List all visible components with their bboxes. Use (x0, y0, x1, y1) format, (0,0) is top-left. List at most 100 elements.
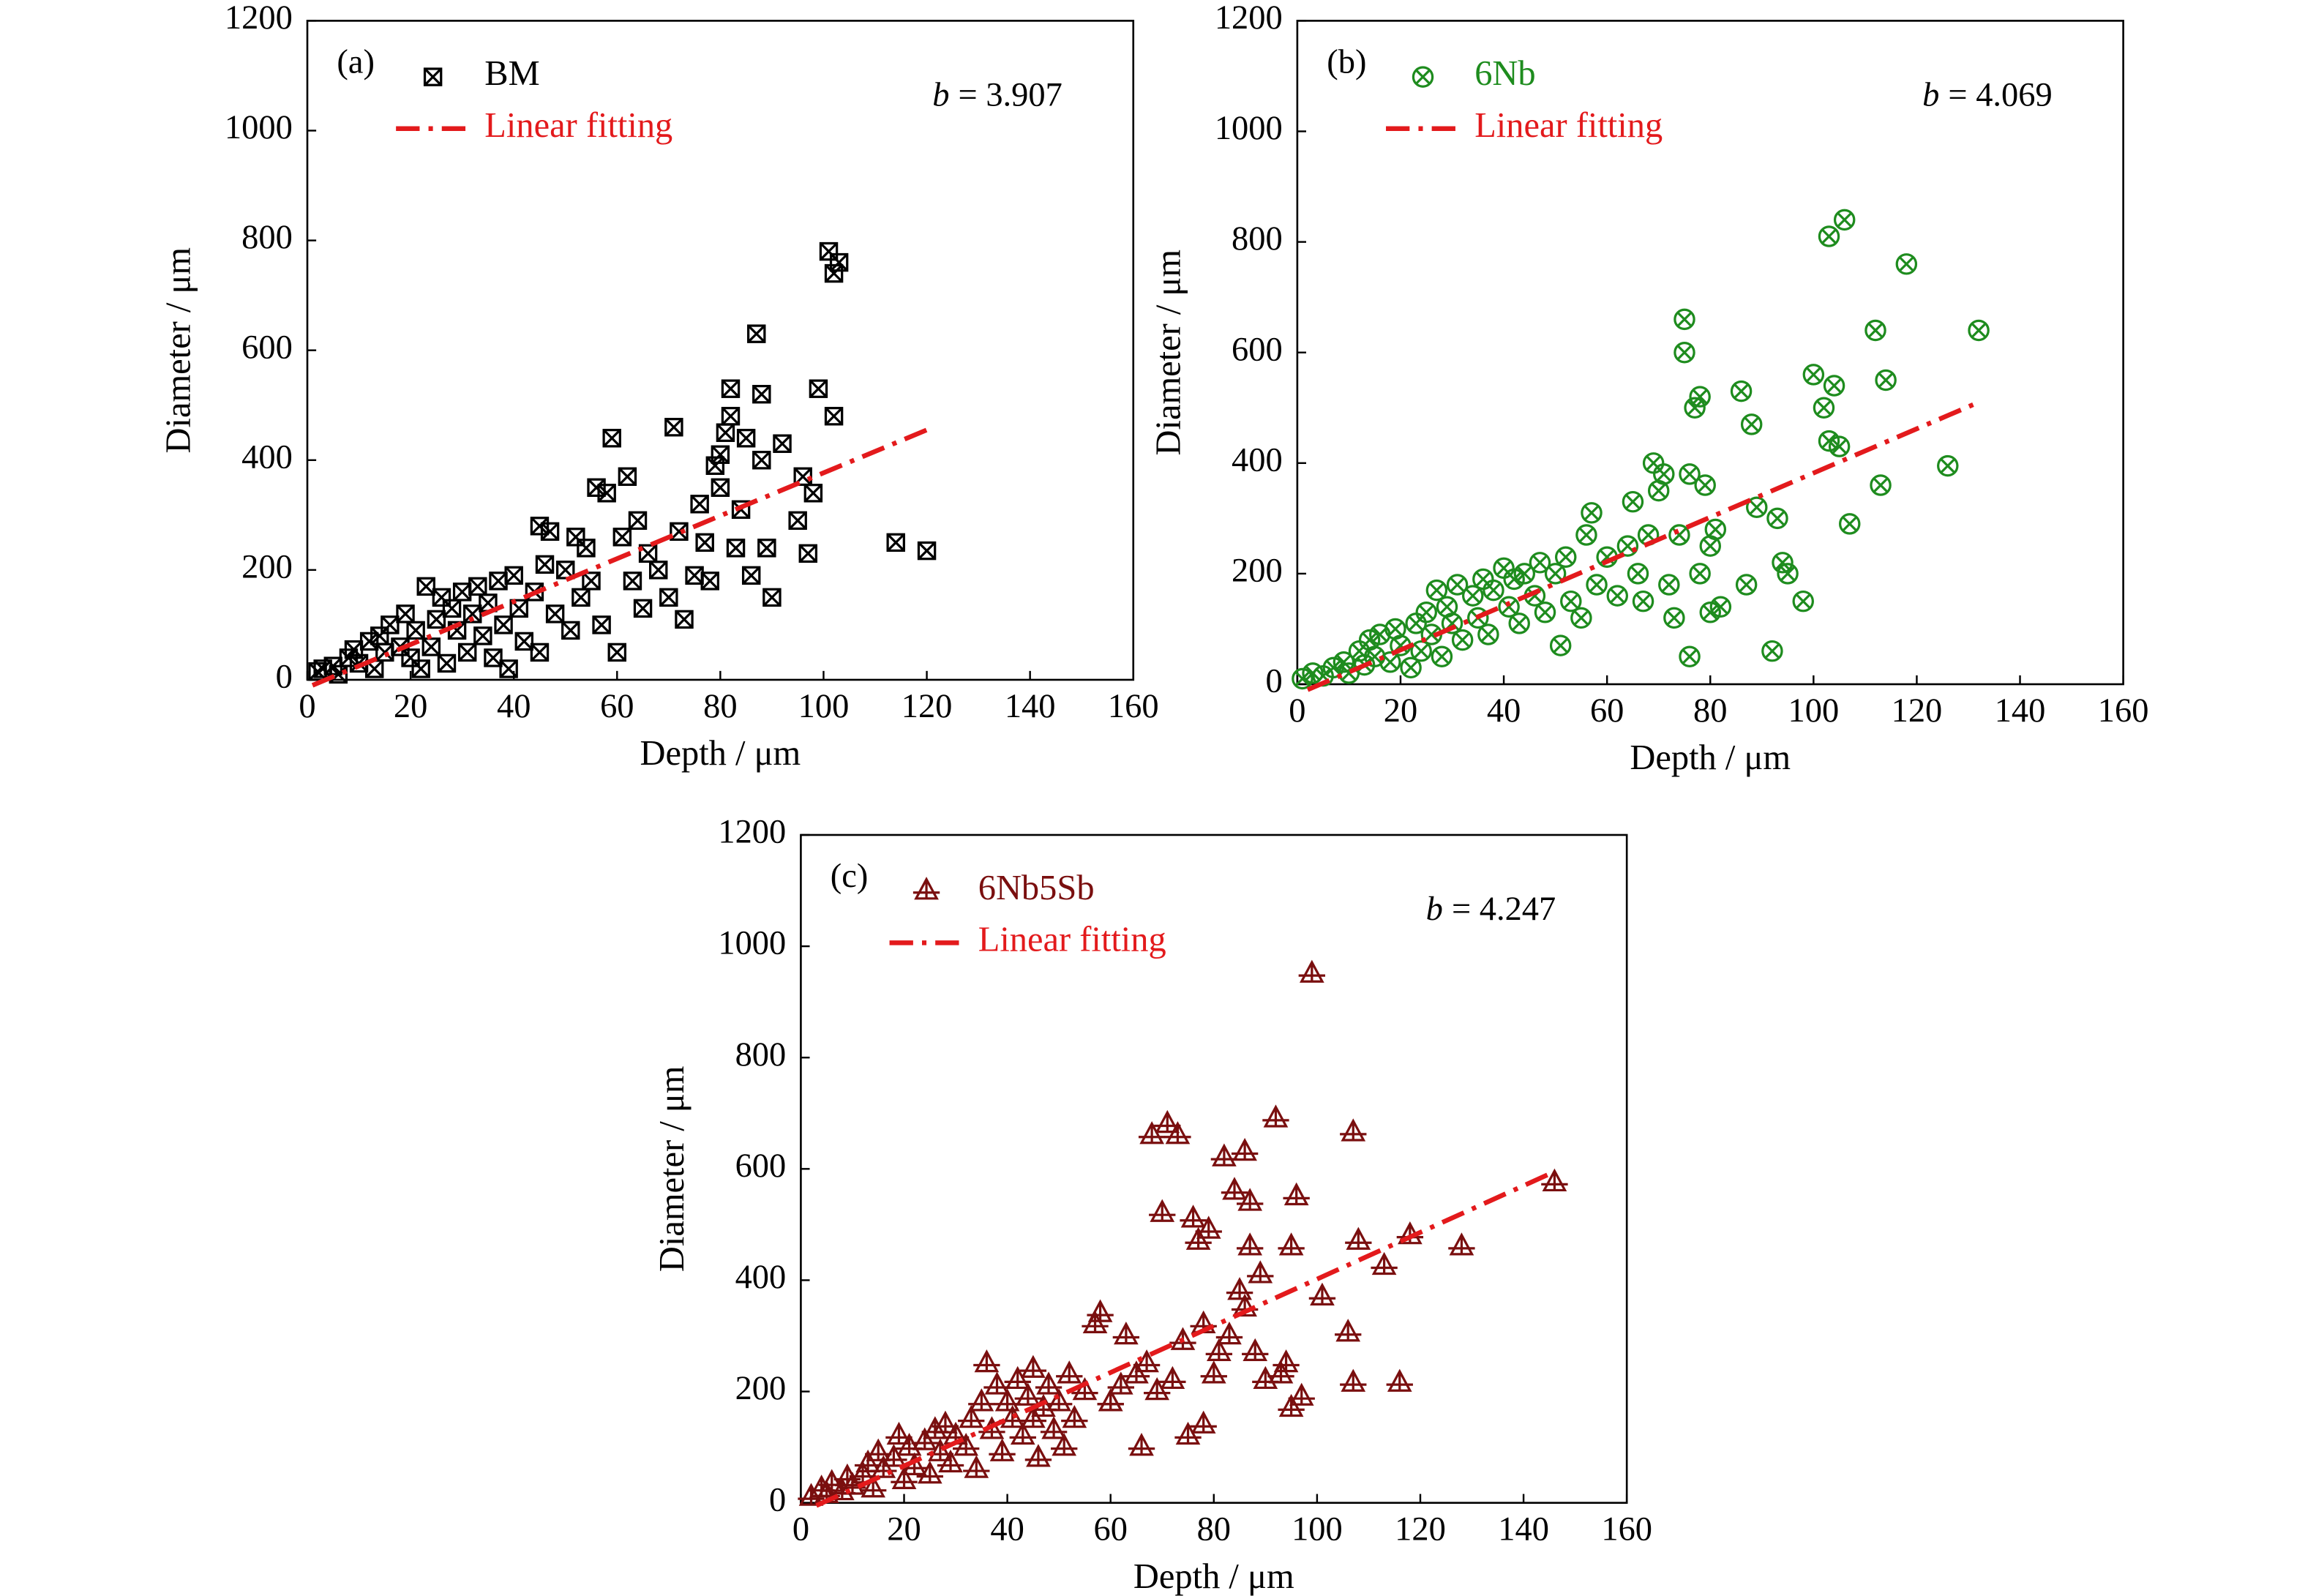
marker-cross (747, 324, 766, 343)
marker-box (406, 621, 425, 640)
point (1586, 574, 1608, 596)
marker-cross (1387, 621, 1403, 637)
point (1658, 574, 1680, 596)
point (788, 511, 807, 531)
marker-box (509, 599, 528, 618)
point (809, 379, 828, 398)
x-axis-label: Depth / μm (1133, 1557, 1294, 1596)
marker-cross (381, 615, 400, 634)
marker-triangle (1019, 1405, 1047, 1428)
point (1766, 507, 1788, 530)
point (1415, 602, 1437, 623)
marker-box (819, 241, 839, 261)
marker-circle (1560, 590, 1582, 612)
marker-triangle (912, 877, 940, 900)
marker-cross (1749, 499, 1765, 515)
marker-circle (1838, 513, 1861, 535)
marker-circle (1446, 574, 1469, 596)
marker-circle (1833, 209, 1856, 231)
marker-cross (396, 604, 415, 623)
marker-triangle (1014, 1382, 1042, 1406)
marker-circle (1792, 590, 1814, 612)
marker-circle (1937, 454, 1959, 477)
point (1308, 1282, 1336, 1305)
point (406, 621, 425, 640)
marker-cross (711, 446, 730, 464)
point (1704, 518, 1727, 541)
marker-cross (701, 572, 719, 591)
point (1818, 430, 1840, 452)
marker-cross (1625, 494, 1641, 510)
fit-value: = 4.069 (1948, 76, 2052, 113)
marker-cross (722, 379, 740, 398)
marker-box (711, 445, 730, 464)
marker-circle (1777, 563, 1799, 585)
marker-triangle (1019, 1355, 1047, 1378)
marker-cross (1450, 577, 1466, 593)
marker-triangle (1371, 1251, 1398, 1275)
marker-cross (1423, 626, 1439, 642)
marker-cross (690, 495, 709, 514)
point (752, 451, 771, 470)
marker-circle (1581, 502, 1603, 524)
point (1581, 502, 1603, 524)
fit-annotation: b = 4.247 (1426, 891, 1556, 928)
panel-label: (a) (337, 44, 375, 81)
x-tick-label: 80 (703, 688, 737, 725)
x-tick-label: 20 (1384, 692, 1417, 730)
y-tick-label: 1000 (1215, 110, 1283, 147)
marker-cross (825, 407, 843, 425)
marker-circle (1570, 607, 1592, 629)
marker-triangle (963, 1455, 990, 1478)
point (952, 1433, 980, 1456)
marker-triangle (1262, 1104, 1289, 1128)
marker-cross (1692, 389, 1708, 405)
point (618, 467, 637, 487)
marker-triangle (1335, 1319, 1362, 1342)
point (1632, 590, 1654, 612)
marker-cross (1898, 256, 1914, 272)
marker-box (721, 379, 741, 398)
marker-box (545, 604, 565, 623)
y-axis-label: Diameter / μm (653, 1066, 692, 1273)
point (1242, 1338, 1269, 1362)
point (757, 539, 776, 558)
y-tick-label: 600 (241, 329, 293, 366)
point (1159, 1365, 1186, 1390)
marker-triangle (1133, 1349, 1161, 1373)
x-tick-label: 40 (1487, 692, 1521, 730)
marker-cross (685, 566, 704, 585)
marker-box (468, 577, 487, 596)
marker-cross (463, 604, 481, 623)
marker-box (700, 572, 719, 591)
point (1180, 1205, 1207, 1228)
point (484, 648, 503, 667)
x-tick-label: 100 (798, 688, 850, 725)
marker-circle (1653, 463, 1675, 485)
marker-box (618, 467, 637, 487)
x-tick-label: 140 (1005, 688, 1056, 725)
y-tick-label: 800 (241, 219, 293, 256)
marker-circle (1549, 634, 1572, 656)
marker-circle (1674, 341, 1695, 364)
point (937, 1449, 964, 1473)
marker-cross (1630, 566, 1646, 582)
point (437, 653, 457, 673)
point (1107, 1371, 1134, 1395)
marker-box (788, 511, 807, 531)
marker-circle (1606, 585, 1629, 607)
marker-box (396, 604, 415, 623)
x-tick-label: 0 (1289, 692, 1305, 730)
marker-box (695, 533, 714, 552)
point (1740, 413, 1763, 435)
point (1684, 397, 1706, 419)
marker-circle (1818, 430, 1840, 452)
point (752, 384, 771, 404)
marker-triangle (1288, 1382, 1315, 1406)
y-tick-label: 1200 (718, 814, 786, 851)
point (1040, 1416, 1068, 1439)
scatter-points (798, 959, 1568, 1506)
marker-box (571, 588, 591, 607)
marker-cross (1428, 582, 1444, 599)
fit-symbol: b (1426, 891, 1443, 928)
